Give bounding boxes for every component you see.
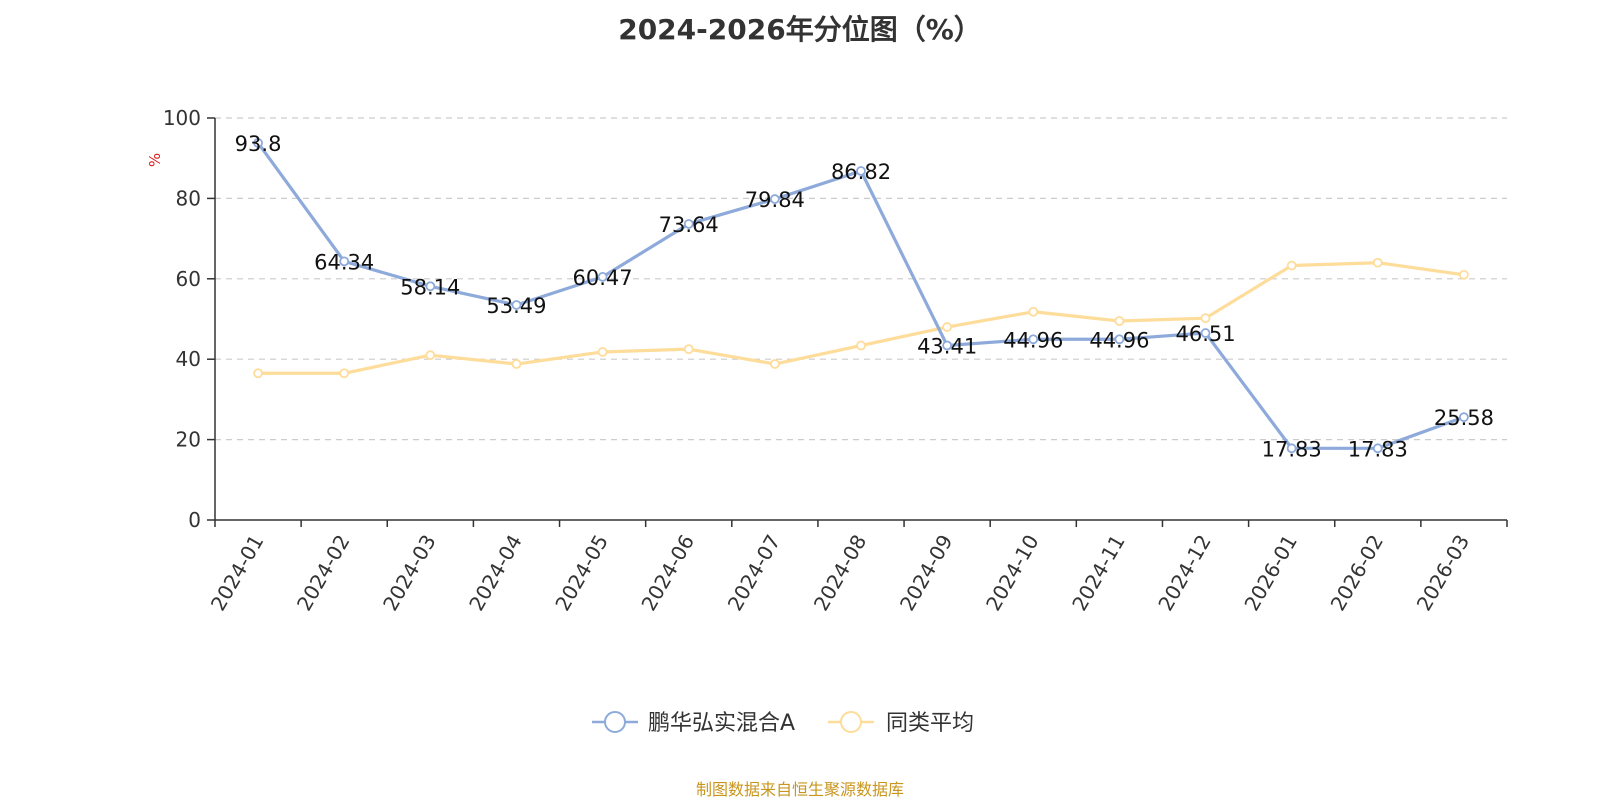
data-point [1114,334,1125,345]
data-point [253,368,263,379]
data-point [597,272,608,282]
data-label: 64.34 [314,250,374,274]
x-tick-label: 2026-03 [1412,531,1475,615]
data-label: 17.83 [1348,437,1408,461]
data-point [511,359,522,369]
x-tick-label: 2024-10 [981,531,1044,615]
data-point [253,138,263,148]
data-point [942,322,953,332]
data-point [769,359,780,369]
legend-marker [604,711,626,733]
data-point [856,340,866,351]
x-tick-label: 2024-03 [378,531,441,615]
data-point [339,256,350,267]
data-label: 60.47 [573,266,633,290]
data-point [1028,306,1039,317]
data-point [1028,334,1039,345]
data-point [1286,260,1297,271]
data-point [683,344,694,355]
x-tick-label: 2024-09 [895,530,958,614]
x-tick-label: 2024-05 [550,531,613,615]
x-tick-label: 2024-04 [464,531,527,615]
data-label: 25.58 [1434,406,1494,430]
data-point [1459,269,1469,280]
legend: 鹏华弘实混合A 同类平均 [592,711,974,736]
x-tick-label: 2024-02 [292,531,355,615]
x-tick-label: 2024-07 [723,531,786,615]
series-lines [253,138,1469,454]
x-tick-label: 2026-01 [1239,531,1302,615]
data-label: 58.14 [400,275,460,299]
data-point [425,281,436,292]
data-label: 44.96 [1089,328,1149,352]
y-tick-label: 0 [188,508,201,532]
data-label: 79.84 [745,188,805,212]
data-point [425,350,436,361]
legend-item: 同类平均 [828,711,974,736]
chart-title: 2024-2026年分位图（%） [618,13,982,46]
y-tick-label: 20 [176,428,201,452]
data-label: 17.83 [1262,437,1322,461]
y-tick-label: 60 [176,267,201,291]
data-point [1200,313,1211,324]
data-label: 44.96 [1003,328,1063,352]
data-point [683,219,694,229]
data-point [1200,328,1211,338]
x-tick-label: 2024-12 [1153,531,1216,615]
data-label: 53.49 [486,294,546,318]
legend-marker [840,711,862,733]
data-point [1459,412,1469,423]
legend-item: 鹏华弘实混合A [592,711,795,736]
data-label: 93.8 [235,132,282,156]
data-point [1372,257,1383,268]
data-point [1372,443,1383,454]
source-note: 制图数据来自恒生聚源数据库 [695,780,904,799]
legend-label: 同类平均 [886,711,974,736]
data-point [942,340,953,351]
data-point [1286,443,1297,454]
y-tick-label: 40 [176,347,201,371]
x-tick-label: 2024-01 [206,531,269,615]
data-point [597,347,608,357]
y-tick-label: 100 [163,106,201,130]
data-point [511,300,522,310]
data-label: 73.64 [659,213,719,237]
data-label: 86.82 [831,160,891,184]
y-tick-label: 80 [176,186,201,210]
data-point [339,368,350,379]
data-label: 46.51 [1175,322,1235,346]
legend-label: 鹏华弘实混合A [648,711,795,736]
data-point [769,194,780,204]
x-tick-label: 2024-08 [809,531,872,615]
data-point [856,166,866,176]
data-label: 43.41 [917,334,977,358]
data-point [1114,316,1125,326]
data-labels: 93.8 64.34 58.14 53.49 60.47 73.64 79.84 86.82 4… [235,132,1494,461]
x-tick-label: 2024-11 [1067,531,1130,615]
y-axis-label: % [146,153,164,167]
x-tick-label: 2026-02 [1326,531,1389,615]
x-tick-label: 2024-06 [636,531,699,615]
